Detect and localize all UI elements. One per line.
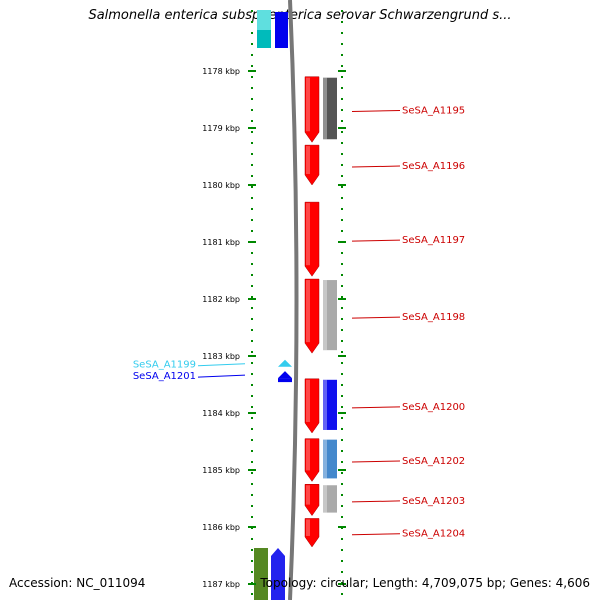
gene-feature[interactable]: SeSA_A1196 bbox=[304, 144, 465, 186]
gene-label-connector bbox=[351, 165, 401, 168]
tick-label: 1186 kbp bbox=[202, 523, 240, 532]
tick-label: 1187 kbp bbox=[202, 580, 240, 589]
gene-hit-bar-shine bbox=[323, 280, 327, 351]
gene-hit-bar-shine bbox=[323, 379, 327, 430]
gene-feature[interactable]: SeSA_A1202 bbox=[304, 438, 465, 482]
green-feature-bottom bbox=[254, 548, 268, 600]
gene-arrow-shine bbox=[306, 519, 310, 536]
gene-label[interactable]: SeSA_A1202 bbox=[402, 456, 465, 467]
gene-hit-bar bbox=[323, 439, 337, 479]
gene-label[interactable]: SeSA_A1200 bbox=[402, 402, 465, 413]
gene-label-connector bbox=[351, 460, 401, 463]
map-title: Salmonella enterica subsp. enterica sero… bbox=[88, 8, 512, 23]
gene-arrow-shine bbox=[306, 203, 310, 266]
gene-feature[interactable]: SeSA_A1204 bbox=[304, 518, 465, 548]
gene-label-connector bbox=[351, 406, 401, 409]
bottom-partial-features bbox=[254, 548, 285, 600]
gene-arrow-shine bbox=[306, 439, 310, 471]
accession-text: Accession: NC_011094 bbox=[9, 576, 146, 590]
gene-arrow-shine bbox=[306, 379, 310, 422]
gene-label-connector bbox=[351, 533, 401, 536]
gene-label[interactable]: SeSA_A1196 bbox=[402, 161, 465, 172]
gene-feature[interactable]: SeSA_A1203 bbox=[304, 484, 465, 517]
tick-label: 1185 kbp bbox=[202, 466, 240, 475]
gene-hit-bar-shine bbox=[323, 439, 327, 479]
gene-feature[interactable]: SeSA_A1201 bbox=[133, 371, 292, 383]
gene-label[interactable]: SeSA_A1201 bbox=[133, 371, 196, 382]
gene-feature[interactable]: SeSA_A1195 bbox=[304, 76, 465, 143]
gene-label[interactable]: SeSA_A1195 bbox=[402, 105, 465, 116]
tick-label: 1178 kbp bbox=[202, 67, 240, 76]
gene-label-connector bbox=[351, 316, 401, 319]
gene-arrow-shine bbox=[306, 280, 310, 343]
genome-backbone bbox=[288, 0, 299, 600]
gene-hit-bar bbox=[323, 280, 337, 351]
tick-label: 1184 kbp bbox=[202, 409, 240, 418]
gene-hit-bar-shine bbox=[323, 77, 327, 140]
right-strand-genes: SeSA_A1195 SeSA_A1196 SeSA_A1197 SeSA_A1198… bbox=[304, 76, 465, 548]
gene-arrow-shine bbox=[306, 77, 310, 132]
blue-feature-bottom bbox=[271, 548, 285, 600]
tick-label: 1180 kbp bbox=[202, 181, 240, 190]
gene-feature[interactable]: SeSA_A1198 bbox=[304, 278, 465, 354]
gene-label-connector bbox=[351, 109, 401, 112]
gene-label-connector bbox=[351, 239, 401, 242]
gene-hit-bar-shine bbox=[323, 485, 327, 513]
gene-label[interactable]: SeSA_A1203 bbox=[402, 496, 465, 507]
gene-arrow-shine bbox=[306, 485, 310, 505]
gene-label-connector bbox=[351, 500, 401, 503]
tick-label: 1181 kbp bbox=[202, 238, 240, 247]
genome-summary-text: Topology: circular; Length: 4,709,075 bp… bbox=[260, 576, 590, 590]
gene-arrow-shine bbox=[306, 146, 310, 174]
cyan-feature-top-highlight bbox=[257, 10, 271, 30]
gene-label[interactable]: SeSA_A1204 bbox=[402, 529, 465, 540]
gene-feature[interactable]: SeSA_A1197 bbox=[304, 201, 465, 277]
gene-hit-bar bbox=[323, 77, 337, 140]
gene-label[interactable]: SeSA_A1197 bbox=[402, 235, 465, 246]
blue-feature-top bbox=[275, 12, 288, 48]
tick-marks: 1178 kbp 1179 kbp 1180 kbp 1181 kbp 1182 kbp… bbox=[202, 67, 346, 589]
tick-label: 1179 kbp bbox=[202, 124, 240, 133]
gene-arrow[interactable] bbox=[278, 359, 292, 367]
gene-label[interactable]: SeSA_A1199 bbox=[133, 360, 196, 371]
gene-label-connector bbox=[197, 363, 246, 367]
gene-label[interactable]: SeSA_A1198 bbox=[402, 312, 465, 323]
tick-label: 1182 kbp bbox=[202, 295, 240, 304]
gene-feature[interactable]: SeSA_A1199 bbox=[133, 359, 292, 371]
gene-hit-bar bbox=[323, 379, 337, 430]
tick-label: 1183 kbp bbox=[202, 352, 240, 361]
gene-feature[interactable]: SeSA_A1200 bbox=[304, 378, 465, 434]
gene-arrow-body bbox=[278, 378, 292, 383]
gene-arrow[interactable] bbox=[278, 371, 292, 379]
top-partial-features bbox=[257, 10, 288, 48]
gene-label-connector bbox=[197, 374, 246, 378]
gene-hit-bar bbox=[323, 485, 337, 513]
